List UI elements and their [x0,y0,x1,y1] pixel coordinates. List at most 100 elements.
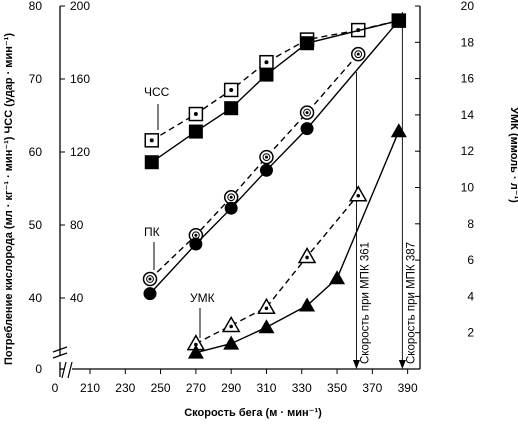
speed-arrow-head [352,360,360,369]
marker-center-dot [149,138,154,143]
y-right-tick-label: 12 [461,144,475,158]
speed-annotation-label: Скорость при МПК 387 [405,242,417,364]
marker-center-dot [194,233,198,237]
x-tick-label: 350 [327,381,347,395]
y-outer-tick-label: 80 [29,0,43,13]
x-tick-label: 0 [52,381,59,395]
marker-center-dot [229,195,233,199]
series-lactate-dashed [186,185,368,351]
marker-inner-ring [303,108,311,117]
y-outer-tick-label: 50 [29,218,43,232]
marker-inner-ring [146,275,154,283]
marker-center-dot [264,306,269,311]
speed-annotation-label: Скорость при МПК 361 [359,242,371,364]
marker-center-dot [194,342,198,347]
x-tick-label: 250 [151,381,171,395]
marker-center-dot [264,60,269,65]
series-lactate-solid [187,123,407,359]
x-tick-label: 230 [115,381,135,395]
series-line [149,20,400,295]
y-right-tick-label: 16 [461,72,475,86]
x-tick-label: 310 [256,381,276,395]
y-right-tick-label: 20 [461,0,475,13]
triangle-marker [299,297,316,312]
y-inner-tick-label: 40 [70,291,84,305]
series-hr-dashed [144,13,407,148]
square-marker [259,67,274,82]
marker-inner-ring [262,153,271,162]
series-line [195,194,359,345]
marker-center-dot [305,255,309,260]
triangle-marker [221,315,241,333]
y-right-tick-label: 2 [467,326,474,340]
marker-center-dot [193,112,198,117]
marker-inner-ring [227,193,236,202]
x-tick-label: 330 [292,381,312,395]
marker-center-dot [229,87,234,92]
y-right-tick-label: 4 [467,289,474,303]
series-label-vo2: ПК [144,225,160,239]
series-vo2-solid [143,14,406,301]
series-label-lactate: УМК [190,291,215,305]
y-inner-tick-label: 200 [70,0,90,13]
y-outer-tick-label: 0 [35,362,42,376]
x-axis-break-mark [61,361,73,379]
y-right-tick-label: 14 [461,108,475,122]
triangle-marker [329,270,346,285]
circle-marker [259,163,273,177]
y-inner-tick-label: 80 [70,218,84,232]
triangle-marker [297,246,317,264]
series-line [151,19,399,141]
y-outer-tick-label: 40 [29,291,43,305]
triangle-marker [390,123,407,138]
triangle-marker [187,344,204,359]
y-right-tick-label: 18 [461,35,475,49]
series-vo2-dashed [142,46,366,287]
square-marker [188,124,203,139]
square-marker [224,101,239,116]
marker-center-dot [305,111,309,115]
triangle-marker [223,335,240,350]
circle-marker [143,287,157,301]
circle-marker [224,201,238,215]
series-layer: Скорость при МПК 361 Скорость при МПК 387 [142,12,417,369]
labels: Скорость бега (м · мин⁻¹) Потребление ки… [3,33,518,419]
marker-center-dot [264,155,268,159]
y-inner-tick-label: 160 [70,72,90,86]
marker-center-dot [356,193,361,198]
y-outer-tick-label: 60 [29,145,43,159]
series-line [149,53,359,280]
marker-inner-ring [354,50,363,59]
marker-center-dot [356,52,360,56]
y-axis-title-left: Потребление кислорода (мл · кг⁻¹ · мин⁻¹… [3,33,15,365]
triangle-marker [348,185,368,202]
x-tick-label: 270 [186,381,206,395]
series-label-hr: ЧСС [144,85,170,99]
x-tick-label: 210 [80,381,100,395]
triangle-marker [257,297,276,315]
triangle-marker [258,319,275,334]
marker-center-dot [229,324,233,329]
circle-marker [392,14,406,28]
speed-arrow-head [398,360,406,369]
x-tick-label: 370 [362,381,382,395]
x-tick-label: 390 [398,381,418,395]
axes: 8070605040020016012080402018161412108642… [29,0,475,395]
y-axis-title-right: УМК (ммоль · л⁻¹) [508,107,518,203]
marker-center-dot [148,277,152,281]
circle-marker [189,237,203,251]
y-axis-break-mark [52,346,68,359]
y-inner-tick-label: 120 [70,145,90,159]
series-hr-solid [144,13,406,170]
square-marker [144,155,159,170]
x-axis-title: Скорость бега (м · мин⁻¹) [184,407,322,419]
x-tick-label: 290 [221,381,241,395]
series-line [151,19,399,163]
y-right-tick-label: 8 [467,217,474,231]
series-line [195,130,400,354]
circle-marker [300,122,314,136]
y-right-tick-label: 6 [467,253,474,267]
square-marker [300,36,315,51]
y-outer-tick-label: 70 [29,72,43,86]
